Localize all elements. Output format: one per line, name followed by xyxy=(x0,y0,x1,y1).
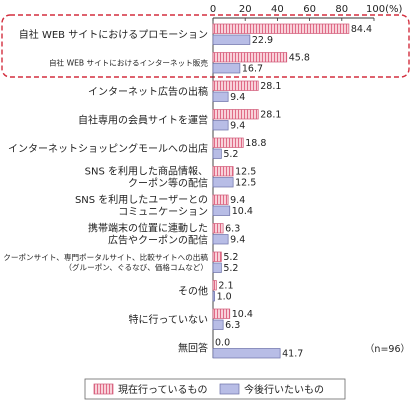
category-label: 携帯端末の位置に連動した xyxy=(88,222,208,235)
category-label: 広告やクーポンの配信 xyxy=(108,234,208,247)
category-label: SNS を利用した商品情報、 xyxy=(85,165,208,178)
legend-box xyxy=(84,378,346,400)
bar-future xyxy=(212,177,234,188)
highlight-box xyxy=(1,14,410,78)
bar-future xyxy=(212,319,224,330)
bar-current xyxy=(212,280,217,291)
data-label: 5.2 xyxy=(223,263,238,274)
data-label: 10.4 xyxy=(232,206,253,217)
data-label: 41.7 xyxy=(282,349,303,360)
bar-future xyxy=(212,348,281,359)
x-tick-label: 40 xyxy=(271,4,284,15)
category-label: （グルーポン、ぐるなび、価格コムなど） xyxy=(64,262,208,272)
bar-current xyxy=(212,80,259,91)
data-label: 6.3 xyxy=(225,224,240,235)
bar-current xyxy=(212,109,259,120)
data-label: 18.8 xyxy=(245,138,266,149)
x-tick-label: 80 xyxy=(335,4,348,15)
data-label: 9.4 xyxy=(230,195,245,206)
data-label: 28.1 xyxy=(260,81,281,92)
data-label: 9.4 xyxy=(230,92,245,103)
data-label: 45.8 xyxy=(289,53,310,64)
x-tick-label: 100(%) xyxy=(366,4,402,15)
x-tick-label: 0 xyxy=(210,4,216,15)
bar-future xyxy=(212,291,215,302)
bar-future xyxy=(212,34,251,45)
category-label: 自社 WEB サイトにおけるプロモーション xyxy=(19,28,208,41)
bar-future xyxy=(212,262,222,273)
category-label: 自社専用の会員サイトを運営 xyxy=(78,114,208,127)
bar-future xyxy=(212,91,229,102)
data-label: 2.1 xyxy=(218,281,233,292)
category-label: 特に行っていない xyxy=(129,313,209,326)
category-label: その他 xyxy=(178,285,208,298)
category-label: 自社 WEB サイトにおけるインターネット販売 xyxy=(49,58,208,68)
legend-label: 今後行いたいもの xyxy=(244,383,324,396)
category-label: インターネット広告の出稿 xyxy=(88,85,208,98)
category-label: インターネットショッピングモールへの出店 xyxy=(8,142,208,155)
legend-swatch-current xyxy=(93,383,114,395)
x-tick-label: 60 xyxy=(303,4,316,15)
bar-current xyxy=(212,23,350,34)
bar-current xyxy=(212,166,234,177)
sample-size-note: （n=96） xyxy=(365,343,410,355)
data-label: 16.7 xyxy=(242,64,263,75)
data-label: 9.4 xyxy=(230,121,245,132)
legend-swatch-future xyxy=(219,383,240,395)
data-label: 5.2 xyxy=(223,149,238,160)
category-label: SNS を利用したユーザーとの xyxy=(75,194,208,206)
data-label: 22.9 xyxy=(252,35,273,46)
x-tick-label: 20 xyxy=(239,4,252,15)
data-label: 28.1 xyxy=(260,110,281,121)
bar-current xyxy=(212,52,288,63)
bar-current xyxy=(212,308,231,319)
data-label: 5.2 xyxy=(223,252,238,263)
bar-current xyxy=(212,194,229,205)
data-label: 6.3 xyxy=(225,320,240,331)
category-label: クーポン等の配信 xyxy=(128,177,208,190)
data-label: 12.5 xyxy=(235,178,256,189)
bar-future xyxy=(212,63,241,74)
bar-future xyxy=(212,148,222,159)
data-label: 10.4 xyxy=(232,309,253,320)
category-label: 無回答 xyxy=(178,342,208,355)
bar-future xyxy=(212,205,231,216)
bar-future xyxy=(212,120,229,131)
bar-current xyxy=(212,251,222,262)
bar-current xyxy=(212,223,224,234)
data-label: 9.4 xyxy=(230,235,245,246)
category-label: クーポンサイト、専門ポータルサイト、比較サイトへの出稿 xyxy=(3,252,208,262)
data-label: 0.0 xyxy=(215,338,230,349)
legend-label: 現在行っているもの xyxy=(118,383,208,396)
data-label: 1.0 xyxy=(217,292,232,303)
category-label: コミュニケーション xyxy=(118,206,208,218)
data-label: 84.4 xyxy=(351,24,372,35)
bar-current xyxy=(212,137,244,148)
bar-future xyxy=(212,234,229,245)
data-label: 12.5 xyxy=(235,167,256,178)
